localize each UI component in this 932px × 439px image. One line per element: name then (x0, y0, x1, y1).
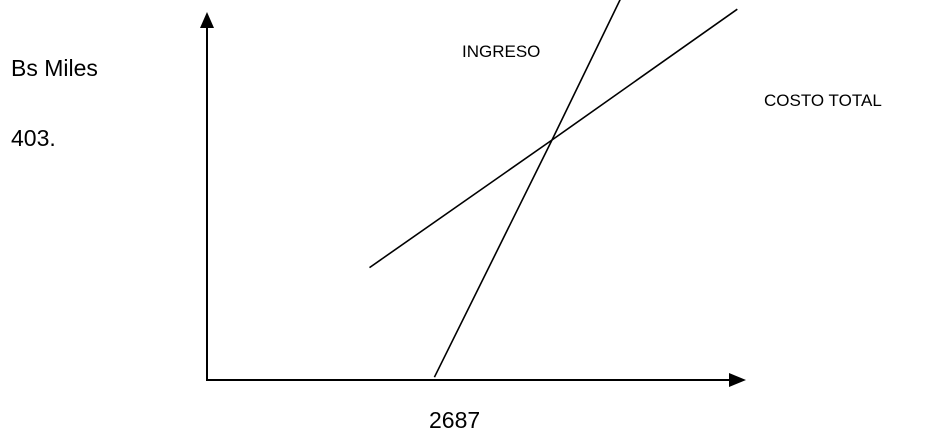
y-axis-arrowhead (200, 12, 214, 28)
x-tick-label: 2687 (429, 407, 481, 433)
y-axis (200, 12, 214, 380)
y-tick-label: 403. (11, 125, 56, 151)
series-line-costo-total (369, 8, 738, 269)
series-layer (369, 0, 738, 378)
series-label-ingreso: INGRESO (462, 42, 541, 61)
x-axis-arrowhead (729, 373, 746, 387)
x-axis (206, 373, 746, 387)
series-label-costo-total: COSTO TOTAL (764, 91, 882, 110)
y-axis-label: Bs Miles (11, 55, 98, 81)
